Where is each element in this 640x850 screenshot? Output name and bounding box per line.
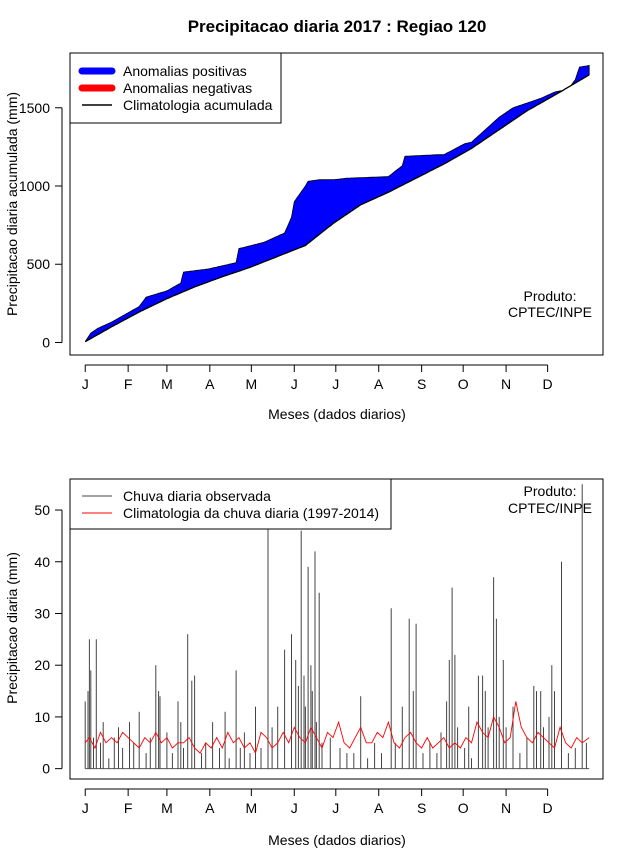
cumulative-x-tick-label: J	[82, 376, 89, 392]
daily-x-tick-label: D	[543, 800, 553, 816]
daily-x-tick-label: S	[417, 800, 426, 816]
cumulative-y-tick-label: 500	[27, 256, 51, 272]
cumulative-x-tick-label: A	[374, 376, 384, 392]
legend-negative-label: Anomalias negativas	[123, 80, 252, 96]
cumulative-y-axis-title: Precipitacao diaria acumulada (mm)	[4, 92, 20, 316]
daily-y-tick-label: 0	[42, 761, 50, 777]
cumulative-product-source: CPTEC/INPE	[508, 304, 592, 320]
daily-legend: Chuva diaria observada Climatologia da c…	[69, 478, 392, 530]
cumulative-y-tick-label: 1500	[19, 100, 50, 116]
daily-y-axis-title: Precipitacao diaria (mm)	[4, 552, 20, 704]
daily-x-tick-label: N	[501, 800, 511, 816]
daily-x-tick-label: J	[332, 800, 339, 816]
daily-x-tick-label: O	[458, 800, 469, 816]
climatology-cumulative-line	[84, 74, 590, 343]
cumulative-panel: J F M A M J J A S O N D 0 500 1000 1500 Meses (dados d…	[4, 52, 604, 422]
cumulative-y-tick-label: 1000	[19, 178, 50, 194]
daily-x-tick-label: F	[124, 800, 133, 816]
daily-x-tick-label: A	[205, 800, 215, 816]
daily-x-tick-label: A	[374, 800, 384, 816]
cumulative-x-tick-label: O	[458, 376, 469, 392]
cumulative-y-axis: 0 500 1000 1500	[19, 100, 63, 350]
daily-y-tick-label: 40	[34, 554, 50, 570]
daily-x-tick-label: M	[161, 800, 173, 816]
cumulative-plot-frame	[69, 52, 604, 356]
daily-x-tick-label: J	[82, 800, 89, 816]
daily-climatology-layer	[84, 701, 590, 755]
cumulative-x-tick-label: M	[161, 376, 173, 392]
legend-positive-label: Anomalias positivas	[123, 63, 247, 79]
cumulative-product-note: Produto:	[524, 288, 577, 304]
cumulative-legend: Anomalias positivas Anomalias negativas …	[69, 52, 282, 124]
daily-y-tick-label: 30	[34, 605, 50, 621]
cumulative-x-tick-label: D	[543, 376, 553, 392]
legend-observed-label: Chuva diaria observada	[123, 488, 271, 504]
cumulative-x-tick-label: N	[501, 376, 511, 392]
daily-y-tick-label: 10	[34, 709, 50, 725]
daily-x-axis-title: Meses (dados diarios)	[268, 832, 406, 848]
daily-y-axis: 0 10 20 30 40 50	[34, 502, 63, 777]
daily-y-tick-label: 50	[34, 502, 50, 518]
daily-legend-box	[69, 478, 392, 530]
daily-x-tick-label: M	[246, 800, 258, 816]
daily-climatology-line	[84, 701, 590, 755]
cumulative-x-tick-label: J	[332, 376, 339, 392]
legend-daily-climatology-label: Climatologia da chuva diaria (1997-2014)	[123, 505, 379, 521]
cumulative-x-tick-label: J	[291, 376, 298, 392]
legend-climatology-label: Climatologia acumulada	[123, 97, 273, 113]
cumulative-x-tick-label: F	[124, 376, 133, 392]
daily-panel: J F M A M J J A S O N D 0 10 20 30 40 50 Meses (dados di…	[4, 478, 604, 848]
cumulative-x-tick-label: A	[205, 376, 215, 392]
cumulative-anomaly-layer	[84, 65, 590, 343]
cumulative-x-axis-title: Meses (dados diarios)	[268, 406, 406, 422]
daily-y-tick-label: 20	[34, 657, 50, 673]
cumulative-y-tick-label: 0	[42, 334, 50, 350]
chart-title: Precipitacao diaria 2017 : Regiao 120	[188, 17, 487, 36]
daily-product-source: CPTEC/INPE	[508, 500, 592, 516]
daily-x-tick-label: J	[291, 800, 298, 816]
cumulative-x-tick-label: S	[417, 376, 426, 392]
daily-product-note: Produto:	[524, 483, 577, 499]
cumulative-x-tick-label: M	[246, 376, 258, 392]
